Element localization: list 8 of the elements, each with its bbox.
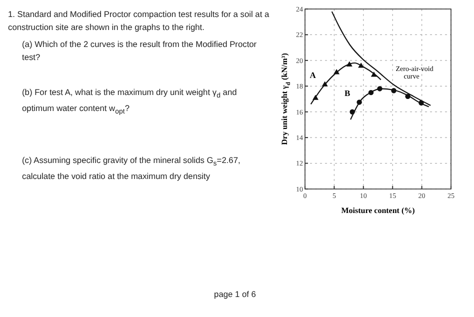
text: (c) Assuming specific gravity of the mineral solids G$_{s}$=2.67, calculate the void ratio at the maximum dry density [21, 154, 242, 183]
text: (b) For test A, what is the maximum dry unit weight γ$_{d}$ and optimum water content w$_{opt}$? [22, 87, 237, 116]
x-axis-title: Moisture content (%) [341, 206, 416, 215]
text: page 1 of 6 [213, 288, 257, 301]
text: 1. Standard and Modified Proctor compaction test results for a soil at a construction site are shown in the graphs to the right. [8, 8, 270, 34]
text: (a) Which of the 2 curves is the result from the Modified Proctor test? [21, 38, 258, 64]
series-label: B [344, 88, 350, 98]
series-label: A [310, 70, 317, 80]
